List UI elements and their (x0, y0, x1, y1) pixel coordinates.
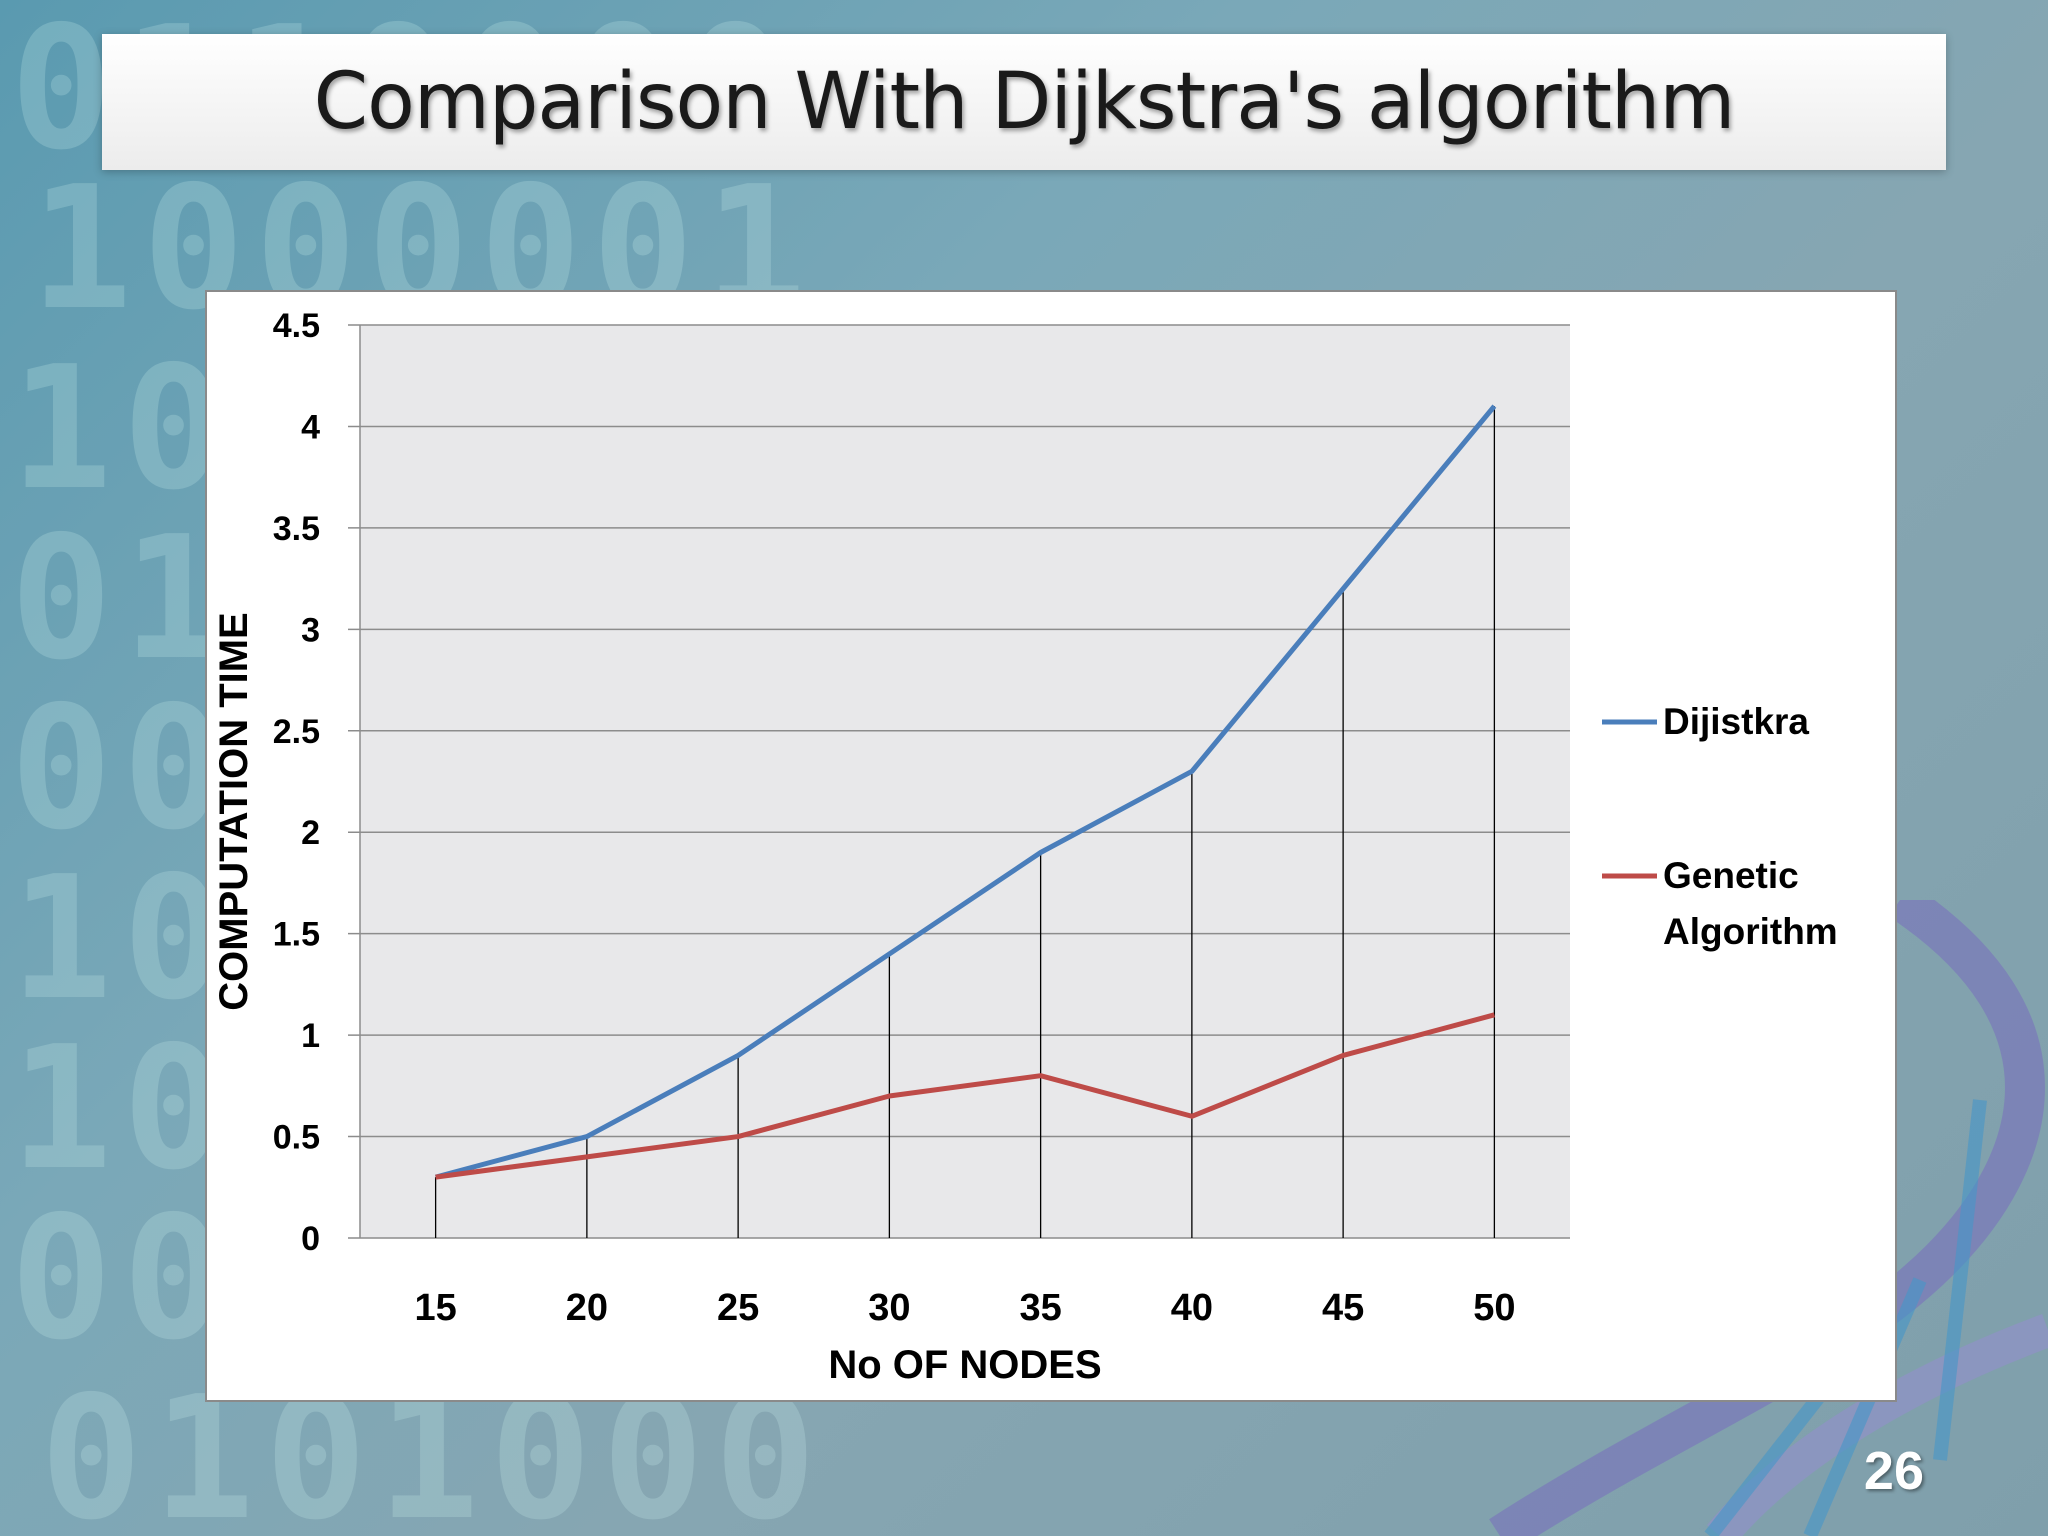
slide-title-bar: Comparison With Dijkstra's algorithm (102, 34, 1946, 170)
series-line-genetic-algorithm (435, 1012, 1496, 1180)
x-tick-label: 20 (566, 1287, 608, 1329)
y-tick-label: 2 (301, 814, 320, 852)
y-axis-label: COMPUTATION TIME (212, 612, 256, 1010)
x-tick-label: 45 (1322, 1287, 1364, 1329)
x-tick-label: 15 (414, 1287, 456, 1329)
page-number: 26 (1863, 1441, 1924, 1501)
line-chart: 0 0.5 1 1.5 2 2.5 3 3.5 4 4.5 15 20 25 30 35 40 45 50 No… (212, 307, 1838, 1387)
x-axis-ticks: 15 20 25 30 35 40 45 50 (414, 1287, 1515, 1329)
y-tick-label: 0 (301, 1220, 320, 1258)
legend-entry-label: Genetic Algorithm (1663, 855, 1838, 952)
background-digits-decoration: 10 (10, 1010, 235, 1208)
chart-container: 0 0.5 1 1.5 2 2.5 3 3.5 4 4.5 15 20 25 30 35 40 45 50 No… (205, 290, 1897, 1402)
x-tick-label: 50 (1473, 1287, 1515, 1329)
background-digits-decoration: 10 (10, 840, 235, 1038)
slide-title: Comparison With Dijkstra's algorithm (313, 57, 1736, 147)
x-axis-label: No OF NODES (828, 1343, 1101, 1387)
y-tick-label: 3 (301, 611, 320, 649)
y-tick-label: 0.5 (273, 1119, 320, 1157)
y-tick-label: 3.5 (273, 510, 320, 548)
y-tick-label: 2.5 (273, 713, 320, 751)
legend-entry-line: Genetic (1663, 855, 1799, 896)
y-tick-label: 4 (301, 408, 320, 446)
y-tick-label: 4.5 (273, 307, 320, 345)
series-line-dijistkra (434, 404, 1497, 1180)
legend-entry-line: Algorithm (1663, 911, 1838, 952)
background-digits-decoration: 00 (10, 670, 235, 868)
x-tick-label: 30 (868, 1287, 910, 1329)
dna-helix-decoration (1489, 900, 2048, 1536)
background-digits-decoration: 01 (10, 500, 235, 698)
y-tick-label: 1.5 (273, 916, 320, 954)
series-lines (434, 404, 1497, 1180)
legend: Dijistkra Genetic Algorithm (1602, 701, 1838, 952)
background-digits-decoration: 00 (10, 1180, 235, 1378)
background-digits-decoration: 10 (10, 330, 235, 528)
x-tick-label: 25 (717, 1287, 759, 1329)
drop-lines (434, 406, 1496, 1238)
legend-entry-label: Dijistkra (1663, 701, 1809, 742)
plot-area (360, 325, 1570, 1238)
y-tick-label: 1 (301, 1017, 320, 1055)
x-tick-label: 40 (1171, 1287, 1213, 1329)
y-axis-ticks: 0 0.5 1 1.5 2 2.5 3 3.5 4 4.5 (273, 307, 320, 1258)
x-tick-label: 35 (1019, 1287, 1061, 1329)
gridlines (348, 324, 1570, 1239)
